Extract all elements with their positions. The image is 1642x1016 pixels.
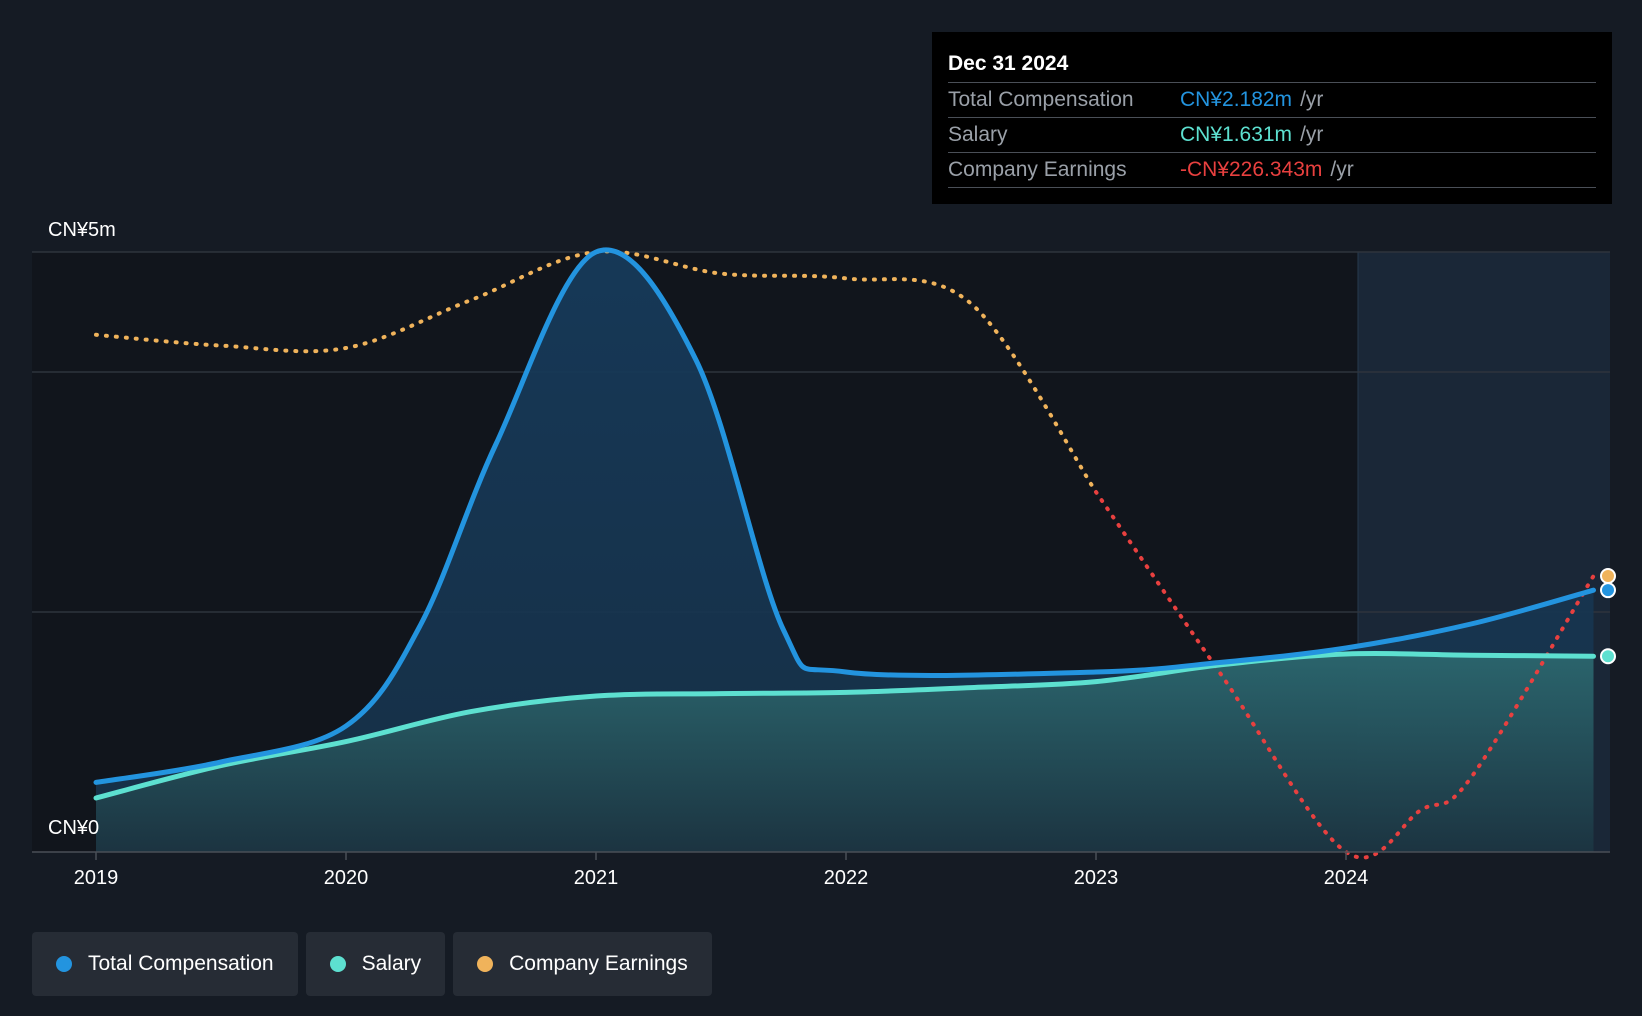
tooltip-date: Dec 31 2024 bbox=[948, 46, 1596, 83]
x-tick-label: 2024 bbox=[1324, 867, 1369, 889]
legend-item-salary[interactable]: Salary bbox=[305, 932, 446, 996]
x-tick-label: 2022 bbox=[824, 867, 869, 889]
x-axis-ticks: 2019 2020 2021 2022 2023 2024 bbox=[74, 852, 1369, 889]
company-earnings-negative-line bbox=[1094, 490, 1596, 860]
company-earnings-end-marker bbox=[1600, 568, 1616, 584]
tooltip-value: -CN¥226.343m bbox=[1180, 158, 1323, 181]
marker-layer bbox=[1600, 568, 1616, 665]
legend-dot-icon bbox=[329, 956, 346, 972]
tooltip-label: Company Earnings bbox=[948, 158, 1127, 181]
tooltip-row-company-earnings: Company Earnings -CN¥226.343m /yr bbox=[948, 153, 1596, 188]
legend-dot-icon bbox=[56, 956, 72, 972]
tooltip-unit: /yr bbox=[1300, 123, 1324, 146]
y-tick-label-max: CN¥5m bbox=[48, 219, 116, 241]
salary-line bbox=[93, 650, 1596, 801]
tooltip-value: CN¥2.182m bbox=[1180, 88, 1293, 111]
x-tick-label: 2021 bbox=[574, 867, 619, 889]
tooltip: Dec 31 2024 Total Compensation CN¥2.182m… bbox=[932, 32, 1612, 204]
legend-label: Company Earnings bbox=[509, 952, 688, 975]
salary-area bbox=[96, 653, 1594, 852]
x-tick-label: 2019 bbox=[74, 867, 119, 889]
legend-item-company-earnings[interactable]: Company Earnings bbox=[453, 932, 712, 996]
x-tick-label: 2020 bbox=[324, 867, 369, 889]
legend-dot-icon bbox=[477, 956, 494, 972]
grid-lines bbox=[32, 251, 1610, 613]
y-tick-label-zero: CN¥0 bbox=[48, 817, 99, 839]
x-tick-label: 2023 bbox=[1074, 867, 1119, 889]
tooltip-unit: /yr bbox=[1330, 158, 1354, 181]
total-compensation-end-marker bbox=[1600, 582, 1616, 599]
legend-label: Salary bbox=[361, 952, 422, 975]
line-layer bbox=[93, 247, 1596, 860]
tooltip-value: CN¥1.631m bbox=[1180, 123, 1293, 146]
area-layer bbox=[96, 249, 1594, 853]
salary-end-marker bbox=[1600, 648, 1616, 665]
total-compensation-line bbox=[93, 247, 1596, 785]
chart-legend: Total Compensation Salary Company Earnin… bbox=[32, 932, 712, 996]
tooltip-unit: /yr bbox=[1300, 88, 1324, 111]
tooltip-row-salary: Salary CN¥1.631m /yr bbox=[948, 118, 1596, 153]
legend-item-total-compensation[interactable]: Total Compensation bbox=[32, 932, 298, 996]
legend-label: Total Compensation bbox=[88, 952, 274, 975]
tooltip-row-total-compensation: Total Compensation CN¥2.182m /yr bbox=[948, 83, 1596, 118]
tooltip-label: Total Compensation bbox=[948, 88, 1134, 111]
tooltip-label: Salary bbox=[948, 123, 1008, 146]
